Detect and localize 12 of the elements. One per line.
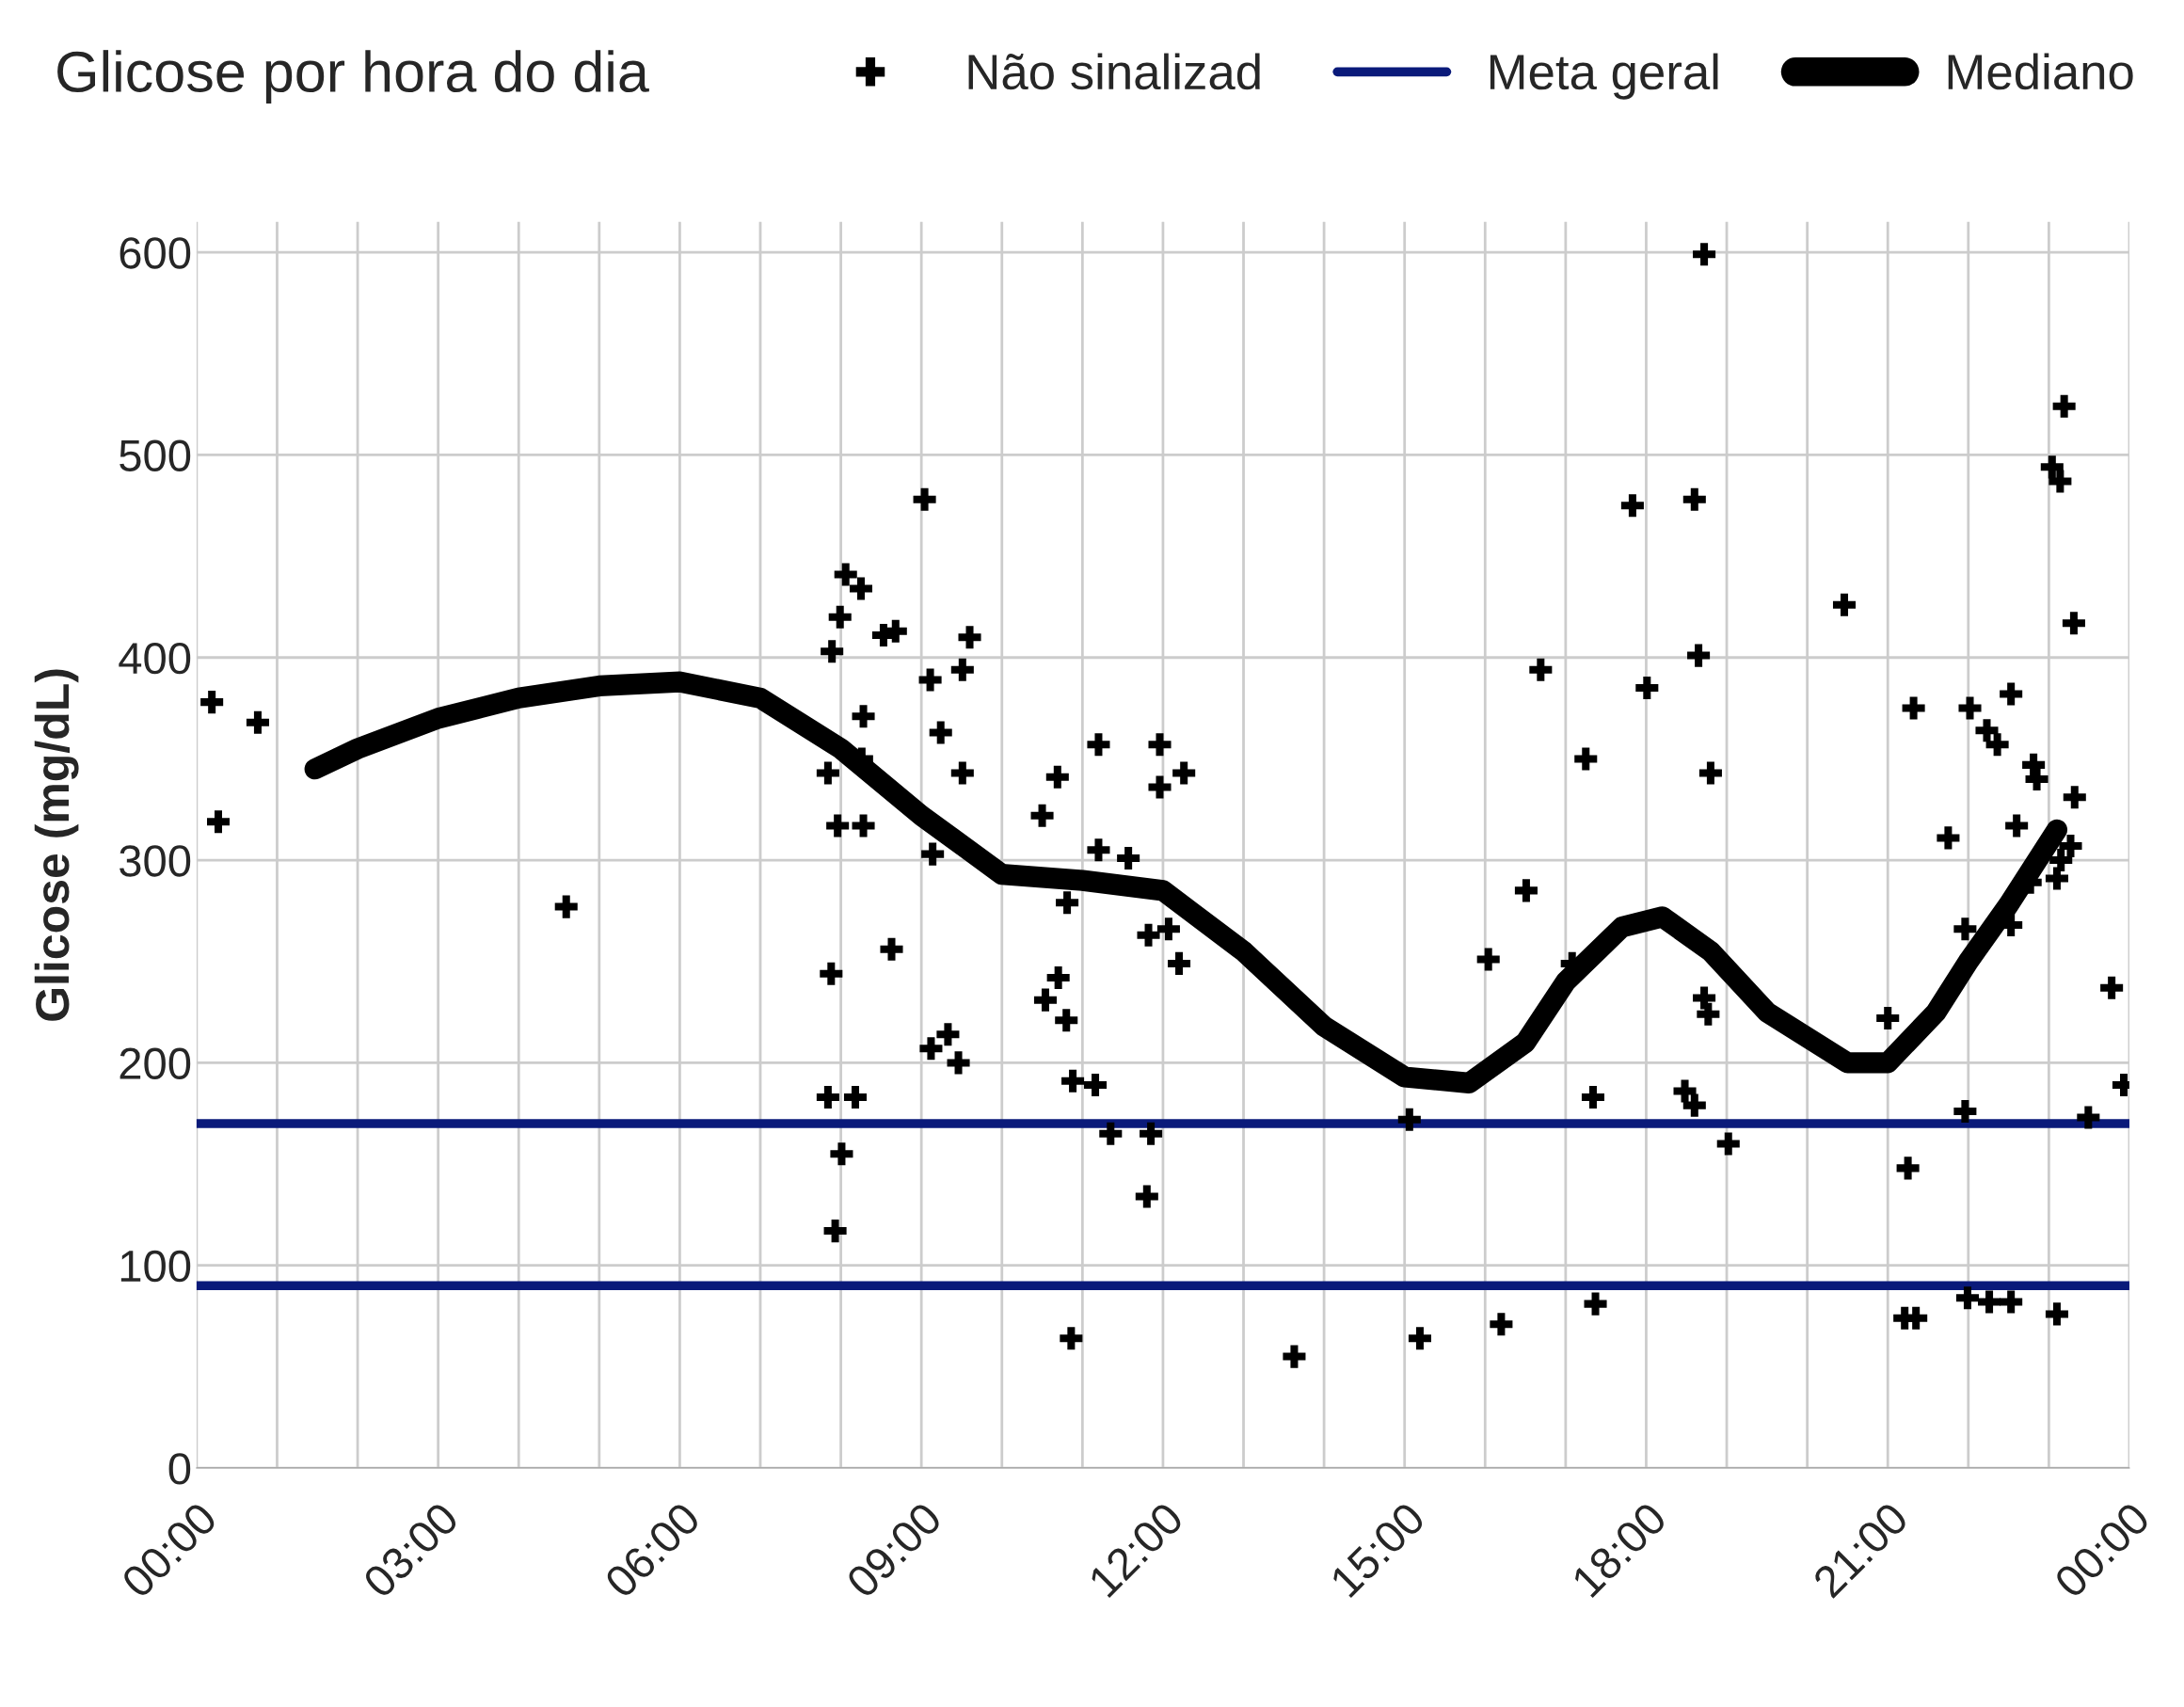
y-axis-title: Glicose (mg/dL) xyxy=(34,669,79,1021)
legend-label: Não sinalizad xyxy=(968,53,1260,90)
legend-label: Meta geral xyxy=(1490,53,1718,100)
y-tick-label: 100 xyxy=(120,1250,191,1283)
y-tick-label: 300 xyxy=(120,845,191,877)
legend-label: Mediano xyxy=(1948,53,2133,90)
chart-title: Glicose por hora do dia xyxy=(57,50,649,104)
y-tick-label: 400 xyxy=(119,642,191,675)
y-tick-label: 0 xyxy=(168,1453,191,1485)
y-tick-label: 200 xyxy=(120,1047,191,1079)
y-tick-label: 600 xyxy=(120,237,191,269)
y-tick-label: 500 xyxy=(120,439,191,472)
